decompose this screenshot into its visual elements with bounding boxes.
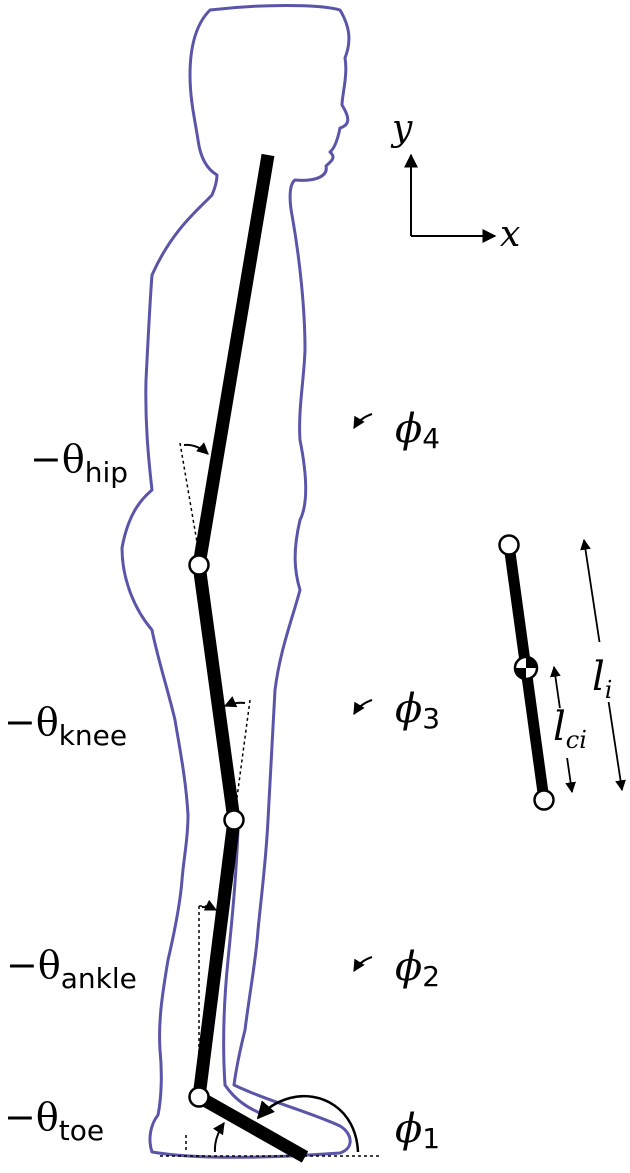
hip-joint [188,554,210,576]
ankle-joint [188,1086,210,1108]
inner-leg-outline [222,829,263,1116]
knee-angle-label: −θknee [4,700,127,752]
link-proximal-joint [498,534,520,556]
x-axis-label: x [500,214,520,255]
hip-angle-label: −θhip [30,437,128,489]
body-outline [120,4,352,1159]
phi3-label: ϕ3 [395,686,440,735]
phi-arrows [353,413,373,973]
reference-lines [160,442,382,1157]
com-length-label: lci [553,704,587,754]
toe-angle-label: −θtoe [4,1095,104,1147]
link-length-label: li [592,654,612,704]
joints [188,554,245,1108]
coordinate-frame [404,153,497,243]
ankle-angle-label: −θankle [6,943,137,995]
knee-joint [223,809,245,831]
angle-arrows [183,442,360,1153]
segment-2-shank [192,819,241,1098]
segment-4-trunk [192,153,275,567]
segment-1-foot [195,1091,309,1163]
generic-link [498,534,626,811]
phi2-label: ϕ2 [395,944,440,993]
segments [192,153,309,1163]
link-distal-joint [533,789,555,811]
y-axis-label: y [390,108,413,149]
center-of-mass-icon [513,655,539,681]
segment-3-thigh [192,564,241,821]
phi4-label: ϕ4 [395,406,440,455]
phi1-label: ϕ1 [395,1106,440,1155]
